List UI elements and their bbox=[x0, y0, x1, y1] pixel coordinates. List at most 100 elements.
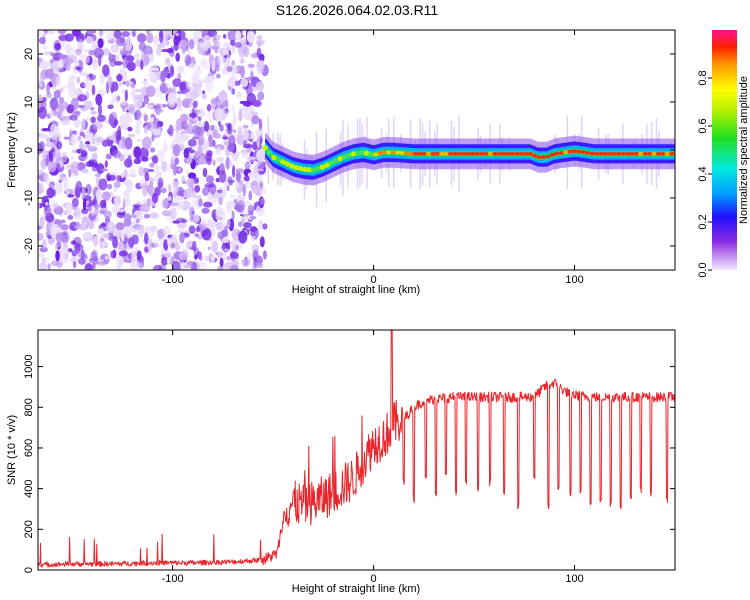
colorbar-ticks: 0.0 0.2 0.4 0.6 0.8 bbox=[697, 70, 712, 278]
noise-blob bbox=[222, 34, 227, 39]
noise-blob bbox=[71, 240, 77, 245]
noise-blob bbox=[226, 66, 233, 72]
noise-blob bbox=[211, 59, 216, 72]
y-tick-label: -20 bbox=[23, 238, 35, 254]
noise-blob bbox=[146, 184, 154, 194]
noise-blob bbox=[120, 229, 125, 242]
noise-blob bbox=[170, 242, 176, 249]
noise-blob bbox=[226, 185, 230, 192]
ridge-core-cell bbox=[602, 151, 609, 156]
ridge-core-cell bbox=[386, 150, 392, 155]
noise-blob bbox=[171, 181, 179, 193]
noise-blob bbox=[46, 176, 51, 186]
noise-blob bbox=[128, 237, 135, 248]
noise-blob bbox=[38, 94, 42, 101]
noise-blob bbox=[101, 222, 106, 227]
noise-blob bbox=[239, 49, 244, 59]
noise-blob bbox=[91, 205, 95, 216]
noise-blob bbox=[139, 146, 149, 160]
noise-blob bbox=[85, 141, 91, 145]
noise-blob bbox=[85, 144, 92, 149]
noise-blob bbox=[186, 94, 192, 99]
noise-blob bbox=[95, 137, 104, 143]
noise-blob bbox=[215, 207, 224, 218]
ridge-core-cell bbox=[629, 151, 635, 156]
ridge-core-cell bbox=[311, 167, 317, 173]
noise-blob bbox=[38, 143, 43, 155]
noise-blob bbox=[97, 38, 104, 49]
noise-blob bbox=[74, 186, 81, 199]
noise-blob bbox=[108, 113, 115, 126]
noise-blob bbox=[203, 35, 211, 43]
noise-blob bbox=[114, 181, 121, 189]
ridge-core-cell bbox=[563, 150, 569, 155]
ridge-core-cell bbox=[355, 150, 361, 156]
noise-blob bbox=[183, 188, 193, 199]
noise-blob bbox=[102, 139, 109, 147]
noise-blob bbox=[137, 33, 147, 43]
noise-blob bbox=[70, 155, 74, 161]
noise-blob bbox=[258, 219, 263, 230]
noise-blob bbox=[38, 232, 44, 241]
noise-blob bbox=[262, 250, 267, 260]
noise-blob bbox=[226, 46, 232, 51]
noise-blob bbox=[231, 103, 235, 115]
noise-blob bbox=[179, 39, 188, 50]
noise-blob bbox=[202, 90, 206, 95]
noise-blob bbox=[120, 42, 127, 46]
noise-blob bbox=[257, 91, 265, 101]
noise-blob bbox=[75, 48, 82, 56]
noise-blob bbox=[118, 82, 124, 86]
noise-blob bbox=[124, 90, 128, 102]
noise-blob bbox=[239, 58, 245, 64]
ridge-core-cell bbox=[633, 151, 640, 156]
noise-blob bbox=[71, 250, 77, 257]
noise-blob bbox=[235, 170, 241, 183]
noise-blob bbox=[137, 224, 145, 237]
noise-blob bbox=[59, 255, 69, 264]
ridge-core-cell bbox=[426, 151, 432, 156]
ridge-core-cell bbox=[457, 151, 463, 156]
noise-blob bbox=[179, 232, 185, 244]
noise-blob bbox=[143, 114, 148, 122]
ridge-core-cell bbox=[430, 151, 436, 156]
noise-blob bbox=[38, 37, 46, 44]
noise-blob bbox=[50, 260, 60, 267]
noise-blob bbox=[144, 172, 150, 182]
ridge-core-cell bbox=[293, 164, 299, 171]
noise-blob bbox=[157, 149, 165, 162]
noise-blob bbox=[63, 181, 69, 189]
noise-blob bbox=[60, 117, 71, 126]
noise-blob bbox=[91, 84, 96, 96]
noise-blob bbox=[202, 167, 208, 178]
noise-blob bbox=[247, 204, 255, 214]
noise-blob bbox=[113, 194, 122, 207]
noise-blob bbox=[89, 129, 95, 133]
noise-blob bbox=[131, 31, 136, 37]
noise-blob bbox=[172, 78, 182, 87]
colorbar-label: Normalized spectral amplitude bbox=[738, 76, 750, 224]
noise-blob bbox=[172, 260, 181, 270]
noise-blob bbox=[251, 115, 260, 125]
noise-blob bbox=[106, 183, 113, 190]
noise-blob bbox=[165, 165, 172, 172]
noise-blob bbox=[222, 42, 230, 48]
noise-blob bbox=[69, 133, 76, 146]
noise-blob bbox=[146, 242, 153, 251]
noise-blob bbox=[38, 106, 48, 119]
noise-blob bbox=[204, 182, 214, 189]
noise-blob bbox=[170, 65, 175, 77]
noise-blob bbox=[115, 222, 126, 231]
noise-blob bbox=[185, 81, 195, 90]
ridge-core-cell bbox=[532, 153, 538, 158]
spectrogram-noise-region bbox=[38, 30, 269, 270]
noise-blob bbox=[251, 244, 260, 252]
noise-blob bbox=[84, 133, 93, 142]
noise-blob bbox=[192, 75, 198, 85]
ridge-core-cell bbox=[306, 167, 312, 173]
noise-blob bbox=[101, 255, 105, 260]
noise-blob bbox=[155, 47, 162, 56]
noise-blob bbox=[143, 94, 150, 105]
noise-blob bbox=[173, 36, 182, 41]
